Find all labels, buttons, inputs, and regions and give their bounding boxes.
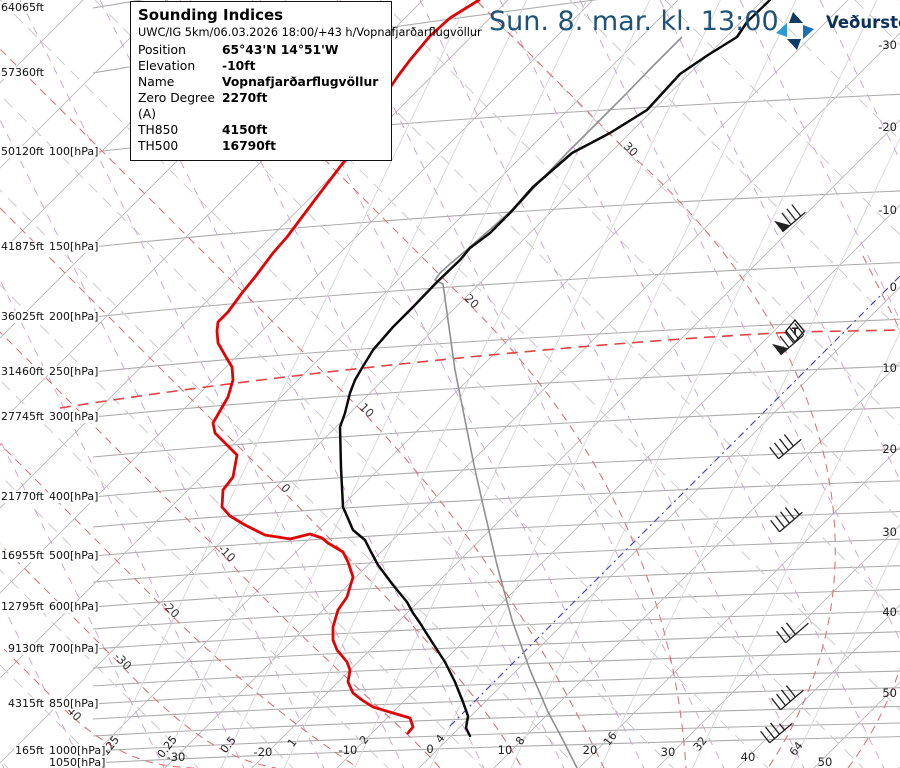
dewpoint-curve — [211, 0, 481, 735]
pressure-hpa-label: 500[hPa] — [48, 549, 100, 562]
svg-text:-10: -10 — [878, 203, 897, 217]
height-ft-label: 9130ft — [7, 642, 45, 655]
pressure-hpa-label: 700[hPa] — [48, 642, 100, 655]
svg-text:30: 30 — [621, 139, 641, 159]
vedurstofa-logo-text: Veðurstofa Íslands — [826, 13, 900, 32]
wind-barb-icon — [770, 507, 803, 533]
svg-text:30: 30 — [661, 745, 676, 759]
height-ft-label: 57360ft — [0, 66, 45, 79]
pressure-hpa-label: 200[hPa] — [48, 310, 100, 323]
mixing-ratio-reference-line — [449, 275, 900, 727]
info-row-th500: TH500 16790ft — [138, 139, 277, 153]
height-ft-label: 64065ft — [0, 1, 45, 14]
pressure-hpa-label: 850[hPa] — [48, 697, 100, 710]
tropopause-line — [59, 329, 900, 409]
wind-barb-icon — [760, 722, 793, 744]
pressure-hpa-label: 600[hPa] — [48, 600, 100, 613]
info-box-title: Sounding Indices — [138, 6, 284, 24]
svg-text:-20: -20 — [878, 120, 897, 134]
info-row-elevation: Elevation -10ft — [138, 59, 256, 73]
wind-barb-icon — [774, 204, 806, 233]
pressure-hpa-label: 300[hPa] — [48, 410, 100, 423]
temperature-curve — [338, 0, 772, 738]
height-ft-label: 165ft — [14, 744, 45, 757]
height-ft-label: 21770ft — [0, 490, 45, 503]
wind-barb-icon — [769, 434, 802, 460]
svg-text:40: 40 — [741, 750, 756, 764]
info-row-zero-degree: Zero Degree (A) 2270ft — [138, 91, 268, 121]
svg-text:30: 30 — [882, 525, 897, 539]
vedurstofa-logo-icon — [776, 12, 814, 50]
pressure-hpa-label: 250[hPa] — [48, 365, 100, 378]
wind-barb-icon — [771, 685, 804, 711]
info-source-line: UWC/IG 5km/06.03.2026 18:00/+43 h/Vopnaf… — [138, 26, 482, 39]
pressure-hpa-label: 100[hPa] — [48, 145, 100, 158]
isotherm-labels-right: -30 -20 -10 0 10 20 30 40 50 — [878, 38, 897, 700]
svg-text:-10: -10 — [339, 743, 358, 757]
wind-barb-icon — [772, 322, 805, 356]
mixing-ratio-labels: 0.125 0.25 0.5 1 2 4 8 16 32 64 — [92, 729, 805, 766]
svg-text:-30: -30 — [878, 38, 897, 52]
wind-barbs — [760, 204, 809, 744]
height-ft-label: 31460ft — [0, 365, 45, 378]
sounding-indices-box: Sounding Indices UWC/IG 5km/06.03.2026 1… — [130, 1, 482, 161]
pressure-hpa-label: 1000[hPa] — [48, 744, 107, 757]
info-row-position: Position 65°43'N 14°51'W — [138, 43, 339, 57]
height-ft-label: 50120ft — [0, 145, 45, 158]
info-row-th850: TH850 4150ft — [138, 123, 268, 137]
svg-text:0: 0 — [890, 280, 897, 294]
svg-text:4: 4 — [433, 732, 448, 746]
height-ft-label: 41875ft — [0, 240, 45, 253]
parcel-curve — [434, 36, 683, 768]
info-row-name: Name Vopnafjarðarflugvöllur — [138, 75, 379, 89]
height-ft-label: 16955ft — [0, 549, 45, 562]
height-ft-label: 27745ft — [0, 410, 45, 423]
page-title-datetime: Sun. 8. mar. kl. 13:00 — [489, 6, 779, 37]
pressure-hpa-label: 150[hPa] — [48, 240, 100, 253]
svg-text:50: 50 — [818, 755, 833, 768]
wind-barb-icon — [776, 622, 809, 644]
svg-text:-30: -30 — [111, 650, 134, 673]
svg-text:20: 20 — [583, 743, 598, 757]
svg-text:40: 40 — [882, 605, 897, 619]
svg-text:20: 20 — [882, 442, 897, 456]
pressure-hpa-label: 400[hPa] — [48, 490, 100, 503]
svg-text:T: T — [792, 327, 799, 338]
height-ft-label: 4315ft — [7, 697, 45, 710]
svg-text:50: 50 — [882, 686, 897, 700]
svg-text:10: 10 — [882, 361, 897, 375]
isotherm-labels-bottom: -30 -20 -10 0 10 20 30 40 50 — [167, 742, 833, 768]
pressure-hpa-label: 1050[hPa] — [48, 756, 107, 768]
svg-text:0: 0 — [426, 742, 433, 756]
svg-text:1: 1 — [285, 736, 300, 750]
svg-text:-20: -20 — [254, 745, 273, 759]
height-ft-label: 12795ft — [0, 600, 45, 613]
svg-text:10: 10 — [498, 743, 513, 757]
height-ft-label: 36025ft — [0, 310, 45, 323]
svg-text:20: 20 — [462, 291, 482, 311]
svg-text:-30: -30 — [167, 750, 186, 764]
mixing-ratio-lines — [101, 0, 900, 768]
